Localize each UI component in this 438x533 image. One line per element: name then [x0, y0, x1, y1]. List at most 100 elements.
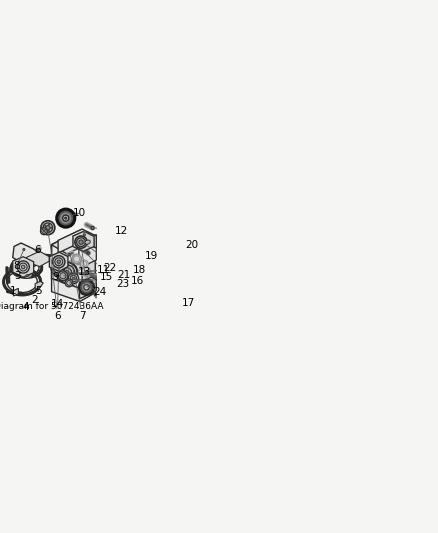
Text: 18: 18 [133, 265, 146, 276]
Circle shape [60, 263, 63, 265]
Circle shape [58, 271, 68, 280]
Circle shape [74, 255, 75, 256]
Circle shape [57, 260, 60, 263]
Circle shape [65, 217, 67, 219]
Text: 19: 19 [145, 251, 158, 261]
Circle shape [53, 256, 65, 268]
Polygon shape [13, 257, 34, 277]
Circle shape [80, 261, 81, 262]
Text: 22: 22 [103, 263, 117, 273]
Circle shape [72, 261, 74, 262]
Circle shape [36, 250, 38, 252]
Circle shape [74, 262, 75, 263]
Text: 1: 1 [10, 286, 17, 296]
Circle shape [43, 223, 53, 232]
Circle shape [51, 267, 53, 269]
Text: 6: 6 [54, 311, 61, 321]
Circle shape [65, 270, 69, 275]
Circle shape [62, 268, 72, 278]
Circle shape [62, 267, 64, 269]
Text: 24: 24 [93, 287, 106, 297]
Text: 13: 13 [78, 266, 92, 277]
Text: 4: 4 [23, 302, 29, 312]
Circle shape [53, 271, 55, 273]
Text: 7: 7 [79, 311, 86, 321]
Circle shape [81, 260, 88, 268]
Circle shape [26, 274, 28, 277]
Circle shape [72, 277, 75, 280]
Polygon shape [14, 288, 18, 296]
Circle shape [60, 271, 63, 273]
Circle shape [78, 245, 80, 248]
Circle shape [57, 209, 75, 227]
Text: 15: 15 [99, 272, 113, 282]
Text: 12: 12 [114, 226, 127, 236]
Text: 11: 11 [97, 265, 110, 276]
Text: 21: 21 [117, 270, 131, 280]
Circle shape [81, 282, 92, 293]
Circle shape [23, 248, 25, 251]
Circle shape [82, 267, 90, 275]
Text: 10: 10 [73, 208, 86, 218]
Circle shape [60, 273, 66, 279]
Polygon shape [52, 231, 95, 254]
Circle shape [51, 262, 64, 275]
Circle shape [72, 256, 74, 257]
Circle shape [80, 256, 81, 257]
Circle shape [57, 262, 78, 283]
Circle shape [45, 225, 46, 227]
Polygon shape [82, 239, 95, 288]
Circle shape [56, 266, 60, 270]
Circle shape [76, 263, 77, 264]
Text: 6: 6 [35, 245, 41, 255]
Circle shape [78, 255, 79, 256]
Circle shape [43, 230, 45, 232]
Circle shape [59, 212, 72, 225]
Circle shape [94, 293, 96, 296]
Circle shape [79, 240, 83, 244]
Text: 20: 20 [185, 240, 198, 250]
Polygon shape [49, 252, 68, 271]
Polygon shape [73, 231, 94, 251]
Text: 3: 3 [14, 271, 21, 281]
Circle shape [74, 264, 81, 271]
Circle shape [50, 227, 52, 228]
Circle shape [84, 285, 89, 290]
Circle shape [76, 254, 77, 255]
Circle shape [72, 259, 73, 260]
Circle shape [65, 279, 73, 287]
Circle shape [91, 227, 94, 230]
Circle shape [68, 273, 79, 284]
Circle shape [57, 262, 59, 264]
Circle shape [53, 264, 62, 273]
Polygon shape [52, 231, 95, 288]
Circle shape [78, 262, 79, 263]
Text: 9: 9 [52, 272, 59, 282]
Circle shape [45, 229, 46, 230]
Circle shape [67, 280, 71, 285]
Circle shape [59, 265, 75, 280]
Circle shape [40, 228, 47, 235]
Circle shape [55, 258, 63, 265]
Circle shape [75, 236, 87, 248]
Text: 14: 14 [51, 300, 64, 309]
Circle shape [63, 215, 69, 221]
Circle shape [48, 230, 49, 231]
Polygon shape [79, 235, 96, 268]
Text: 2: 2 [31, 295, 38, 305]
Circle shape [83, 234, 85, 236]
Text: 23: 23 [117, 279, 130, 288]
Text: 5: 5 [35, 286, 41, 296]
Circle shape [21, 265, 25, 269]
Ellipse shape [85, 240, 90, 244]
Circle shape [77, 238, 85, 246]
Circle shape [72, 254, 81, 264]
Polygon shape [52, 279, 95, 302]
Polygon shape [13, 243, 39, 268]
Polygon shape [35, 281, 43, 289]
Circle shape [41, 221, 55, 235]
Circle shape [46, 225, 50, 230]
Circle shape [57, 272, 59, 274]
Circle shape [17, 261, 29, 273]
Circle shape [85, 271, 88, 273]
